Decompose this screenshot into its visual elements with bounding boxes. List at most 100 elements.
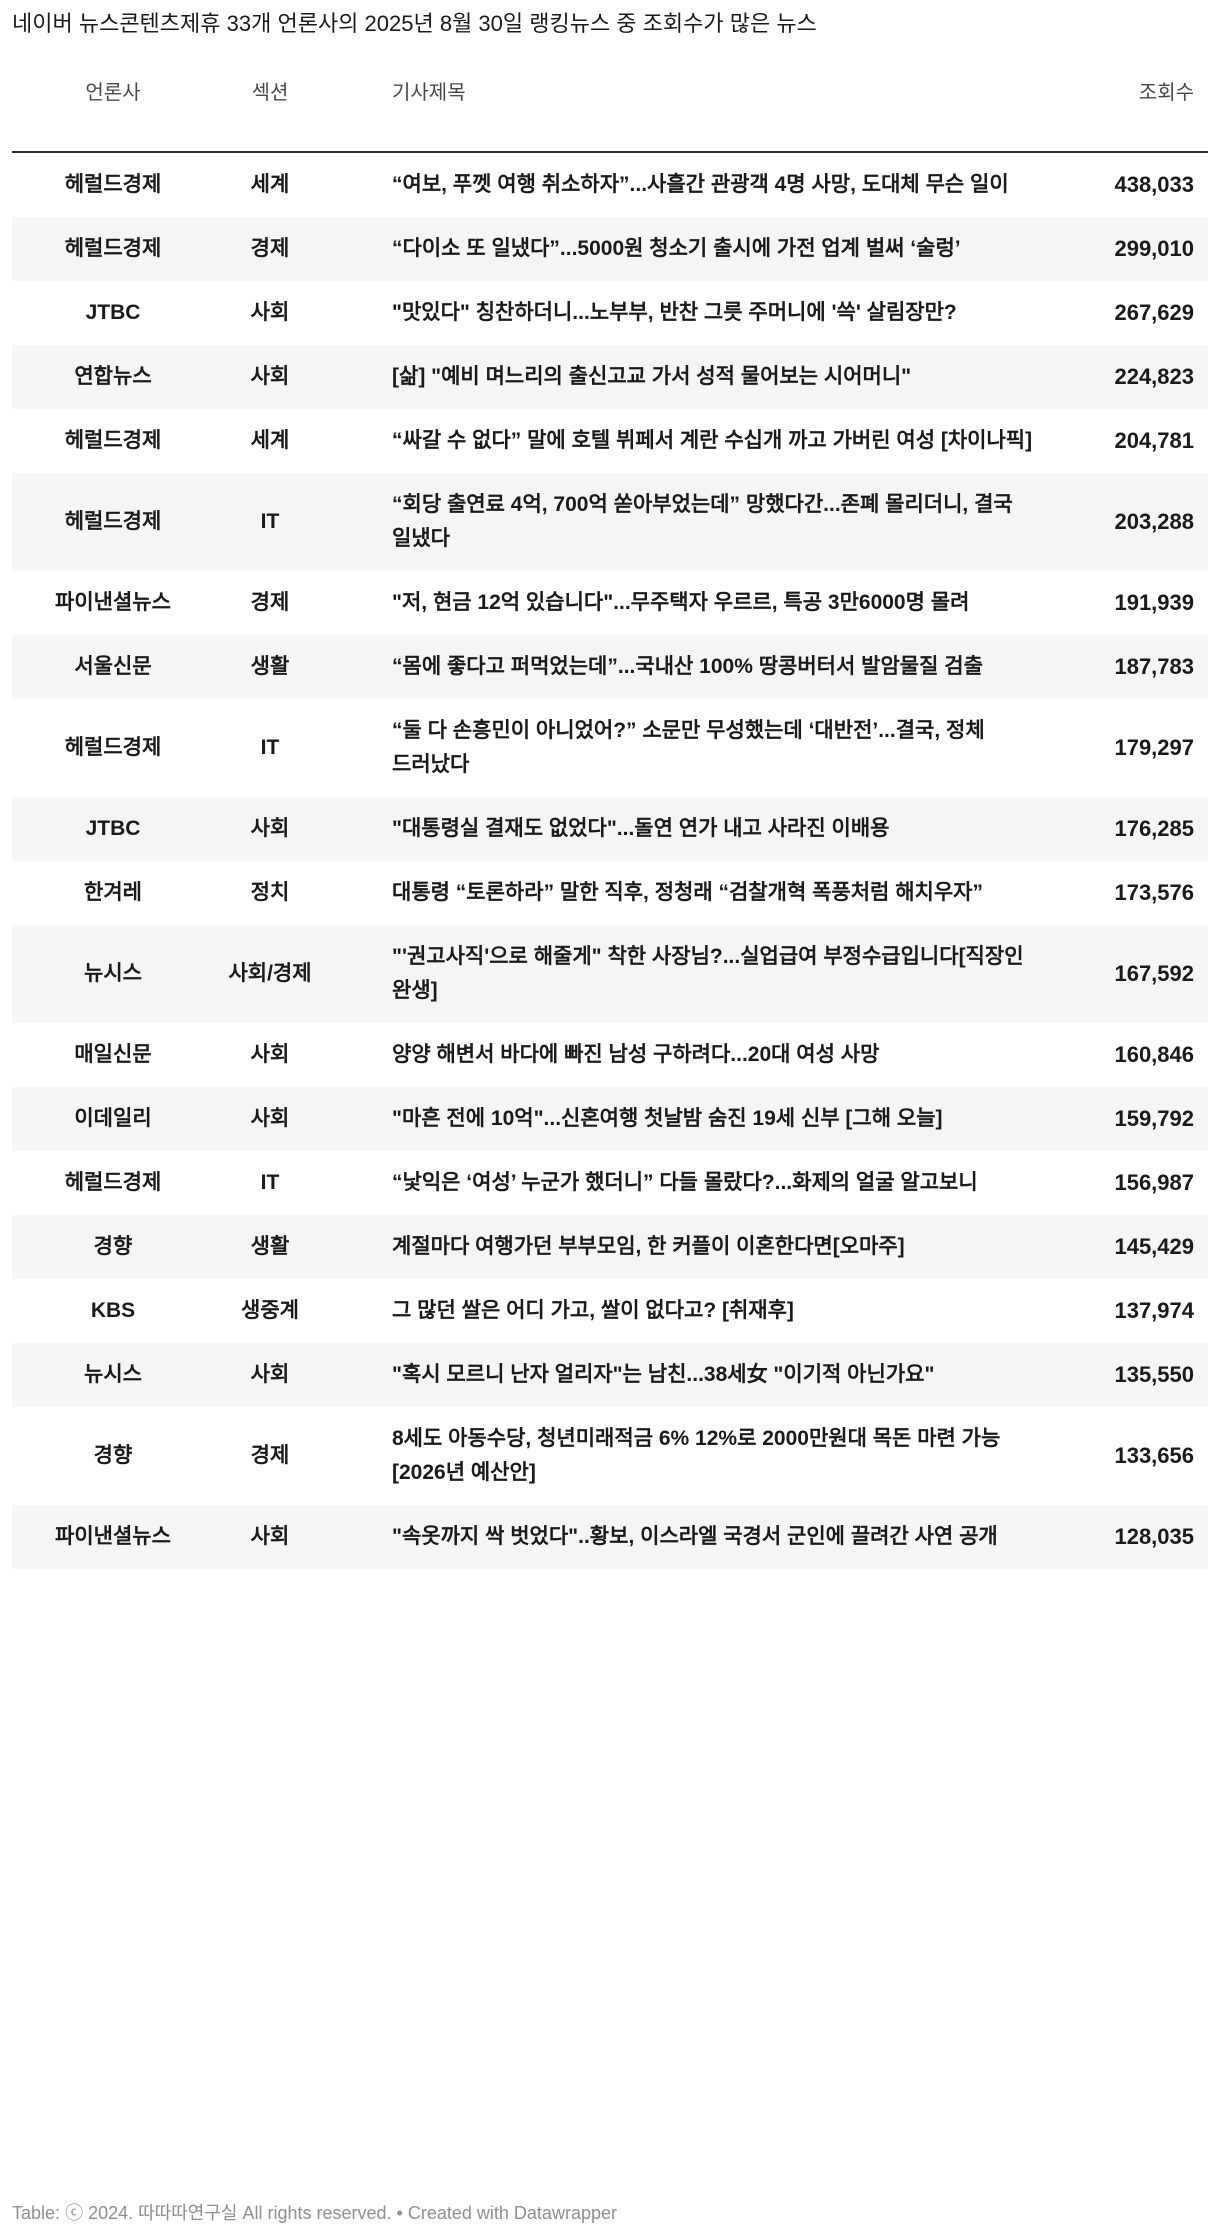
cell-headline: 양양 해변서 바다에 빠진 남성 구하려다...20대 여성 사망 bbox=[392, 1043, 880, 1066]
cell-outlet: 뉴시스 bbox=[84, 1363, 142, 1386]
table-row: 뉴시스 사회/경제 "'권고사직'으로 해줄게" 착한 사장님?...실업급여 … bbox=[12, 925, 1208, 1023]
cell-section: 세계 bbox=[250, 173, 290, 196]
cell-outlet: 이데일리 bbox=[74, 1107, 152, 1130]
table-row: 서울신문 생활 “몸에 좋다고 퍼먹었는데”...국내산 100% 땅콩버터서 … bbox=[12, 635, 1208, 699]
cell-views: 137,974 bbox=[1114, 1298, 1194, 1323]
table-row: 뉴시스 사회 "혹시 모르니 난자 얼리자"는 남친...38세女 "이기적 아… bbox=[12, 1343, 1208, 1407]
table-row: 파이낸셜뉴스 사회 "속옷까지 싹 벗었다"..황보, 이스라엘 국경서 군인에… bbox=[12, 1505, 1208, 1569]
table-row: JTBC 사회 "대통령실 결재도 없었다"...돌연 연가 내고 사라진 이배… bbox=[12, 797, 1208, 861]
cell-views: 438,033 bbox=[1114, 172, 1194, 197]
cell-headline: "대통령실 결재도 없었다"...돌연 연가 내고 사라진 이배용 bbox=[392, 817, 890, 840]
cell-views: 191,939 bbox=[1114, 590, 1194, 615]
column-header-section: 섹션 bbox=[214, 76, 326, 153]
cell-views: 128,035 bbox=[1114, 1524, 1194, 1549]
attribution-footer: Table: ⓒ 2024. 따따따연구실 All rights reserve… bbox=[12, 2200, 1208, 2226]
cell-views: 173,576 bbox=[1114, 880, 1194, 905]
cell-views: 167,592 bbox=[1114, 961, 1194, 986]
page-title: 네이버 뉴스콘텐츠제휴 33개 언론사의 2025년 8월 30일 랭킹뉴스 중… bbox=[12, 11, 817, 36]
table-row: 헤럴드경제 IT “둘 다 손흥민이 아니었어?” 소문만 무성했는데 ‘대반전… bbox=[12, 699, 1208, 797]
cell-headline: 계절마다 여행가던 부부모임, 한 커플이 이혼한다면[오마주] bbox=[392, 1235, 905, 1258]
cell-outlet: 경향 bbox=[93, 1235, 133, 1258]
cell-views: 267,629 bbox=[1114, 300, 1194, 325]
cell-section: 생활 bbox=[250, 1235, 290, 1258]
cell-headline: “몸에 좋다고 퍼먹었는데”...국내산 100% 땅콩버터서 발암물질 검출 bbox=[392, 655, 983, 678]
cell-views: 187,783 bbox=[1114, 654, 1194, 679]
cell-section: 사회 bbox=[250, 1107, 290, 1130]
cell-headline: [삶] "예비 며느리의 출신고교 가서 성적 물어보는 시어머니" bbox=[392, 365, 912, 388]
cell-views: 156,987 bbox=[1114, 1170, 1194, 1195]
footer-attribution: ⓒ 2024. 따따따연구실 All rights reserved. bbox=[65, 2203, 392, 2223]
cell-views: 179,297 bbox=[1114, 735, 1194, 760]
cell-section: 정치 bbox=[250, 881, 290, 904]
cell-headline: “싸갈 수 없다” 말에 호텔 뷔페서 계란 수십개 까고 가버린 여성 [차이… bbox=[392, 429, 1033, 452]
cell-section: IT bbox=[260, 736, 280, 759]
table-row: 파이낸셜뉴스 경제 "저, 현금 12억 있습니다"...무주택자 우르르, 특… bbox=[12, 571, 1208, 635]
header-row: 언론사 섹션 기사제목 조회수 bbox=[12, 76, 1208, 153]
table-row: 헤럴드경제 IT “회당 출연료 4억, 700억 쏟아부었는데” 망했다간..… bbox=[12, 473, 1208, 571]
cell-outlet: 뉴시스 bbox=[84, 962, 142, 985]
column-header-headline: 기사제목 bbox=[326, 76, 1068, 153]
cell-section: 사회 bbox=[250, 1043, 290, 1066]
table-row: 이데일리 사회 "마흔 전에 10억"...신혼여행 첫날밤 숨진 19세 신부… bbox=[12, 1087, 1208, 1151]
cell-headline: "맛있다" 칭찬하더니...노부부, 반찬 그릇 주머니에 '쓱' 살림장만? bbox=[392, 301, 957, 324]
column-header-views: 조회수 bbox=[1068, 76, 1208, 153]
table-row: 헤럴드경제 세계 “싸갈 수 없다” 말에 호텔 뷔페서 계란 수십개 까고 가… bbox=[12, 409, 1208, 473]
footer-prefix: Table: bbox=[12, 2203, 61, 2223]
cell-section: 사회/경제 bbox=[228, 962, 312, 985]
cell-section: 경제 bbox=[250, 237, 290, 260]
cell-headline: "'권고사직'으로 해줄게" 착한 사장님?...실업급여 부정수급입니다[직장… bbox=[392, 945, 1024, 1002]
cell-outlet: 파이낸셜뉴스 bbox=[55, 1525, 171, 1548]
cell-section: 사회 bbox=[250, 1363, 290, 1386]
table-row: 헤럴드경제 경제 “다이소 또 일냈다”...5000원 청소기 출시에 가전 … bbox=[12, 217, 1208, 281]
cell-headline: "저, 현금 12억 있습니다"...무주택자 우르르, 특공 3만6000명 … bbox=[392, 591, 970, 614]
cell-outlet: 헤럴드경제 bbox=[64, 429, 162, 452]
cell-headline: "혹시 모르니 난자 얼리자"는 남친...38세女 "이기적 아닌가요" bbox=[392, 1363, 935, 1386]
cell-views: 203,288 bbox=[1114, 509, 1194, 534]
cell-views: 135,550 bbox=[1114, 1362, 1194, 1387]
column-header-outlet: 언론사 bbox=[12, 76, 214, 153]
cell-views: 176,285 bbox=[1114, 816, 1194, 841]
table-row: KBS 생중계 그 많던 쌀은 어디 가고, 쌀이 없다고? [취재후] 137… bbox=[12, 1279, 1208, 1343]
datawrapper-credit-link[interactable]: Created with Datawrapper bbox=[407, 2203, 617, 2223]
cell-views: 160,846 bbox=[1114, 1042, 1194, 1067]
cell-outlet: KBS bbox=[90, 1299, 136, 1322]
cell-outlet: 헤럴드경제 bbox=[64, 736, 162, 759]
cell-headline: "마흔 전에 10억"...신혼여행 첫날밤 숨진 19세 신부 [그해 오늘] bbox=[392, 1107, 943, 1130]
cell-section: 경제 bbox=[250, 1444, 290, 1467]
cell-outlet: 연합뉴스 bbox=[74, 365, 152, 388]
cell-outlet: 한겨레 bbox=[84, 881, 142, 904]
cell-headline: "속옷까지 싹 벗었다"..황보, 이스라엘 국경서 군인에 끌려간 사연 공개 bbox=[392, 1525, 998, 1548]
cell-outlet: 헤럴드경제 bbox=[64, 237, 162, 260]
cell-section: 세계 bbox=[250, 429, 290, 452]
table-row: 연합뉴스 사회 [삶] "예비 며느리의 출신고교 가서 성적 물어보는 시어머… bbox=[12, 345, 1208, 409]
cell-views: 159,792 bbox=[1114, 1106, 1194, 1131]
cell-section: 사회 bbox=[250, 365, 290, 388]
cell-headline: 대통령 “토론하라” 말한 직후, 정청래 “검찰개혁 폭풍처럼 해치우자” bbox=[392, 881, 983, 904]
cell-section: IT bbox=[260, 1171, 280, 1194]
cell-views: 204,781 bbox=[1114, 428, 1194, 453]
footer-separator: • bbox=[396, 2203, 403, 2223]
cell-headline: “둘 다 손흥민이 아니었어?” 소문만 무성했는데 ‘대반전’...결국, 정… bbox=[392, 719, 985, 776]
news-ranking-table: 언론사 섹션 기사제목 조회수 헤럴드경제 세계 “여보, 푸껫 여행 취소하자… bbox=[12, 76, 1208, 1569]
table-row: 경향 생활 계절마다 여행가던 부부모임, 한 커플이 이혼한다면[오마주] 1… bbox=[12, 1215, 1208, 1279]
cell-views: 133,656 bbox=[1114, 1443, 1194, 1468]
cell-section: 사회 bbox=[250, 1525, 290, 1548]
cell-headline: “회당 출연료 4억, 700억 쏟아부었는데” 망했다간...존폐 몰리더니,… bbox=[392, 493, 1013, 550]
table-row: 한겨레 정치 대통령 “토론하라” 말한 직후, 정청래 “검찰개혁 폭풍처럼 … bbox=[12, 861, 1208, 925]
table-row: 경향 경제 8세도 아동수당, 청년미래적금 6% 12%로 2000만원대 목… bbox=[12, 1407, 1208, 1505]
cell-headline: 그 많던 쌀은 어디 가고, 쌀이 없다고? [취재후] bbox=[392, 1299, 794, 1322]
cell-outlet: 헤럴드경제 bbox=[64, 1171, 162, 1194]
cell-section: 경제 bbox=[250, 591, 290, 614]
cell-section: 생활 bbox=[250, 655, 290, 678]
cell-headline: “다이소 또 일냈다”...5000원 청소기 출시에 가전 업계 벌써 ‘술렁… bbox=[392, 237, 961, 260]
cell-section: 사회 bbox=[250, 817, 290, 840]
cell-views: 145,429 bbox=[1114, 1234, 1194, 1259]
cell-headline: “여보, 푸껫 여행 취소하자”...사흘간 관광객 4명 사망, 도대체 무슨… bbox=[392, 173, 1009, 196]
cell-section: IT bbox=[260, 510, 280, 533]
cell-headline: 8세도 아동수당, 청년미래적금 6% 12%로 2000만원대 목돈 마련 가… bbox=[392, 1427, 1001, 1484]
cell-section: 사회 bbox=[250, 301, 290, 324]
cell-section: 생중계 bbox=[241, 1299, 299, 1322]
cell-outlet: JTBC bbox=[85, 817, 141, 840]
table-row: JTBC 사회 "맛있다" 칭찬하더니...노부부, 반찬 그릇 주머니에 '쓱… bbox=[12, 281, 1208, 345]
table-row: 헤럴드경제 IT “낯익은 ‘여성’ 누군가 했더니” 다들 몰랐다?...화제… bbox=[12, 1151, 1208, 1215]
